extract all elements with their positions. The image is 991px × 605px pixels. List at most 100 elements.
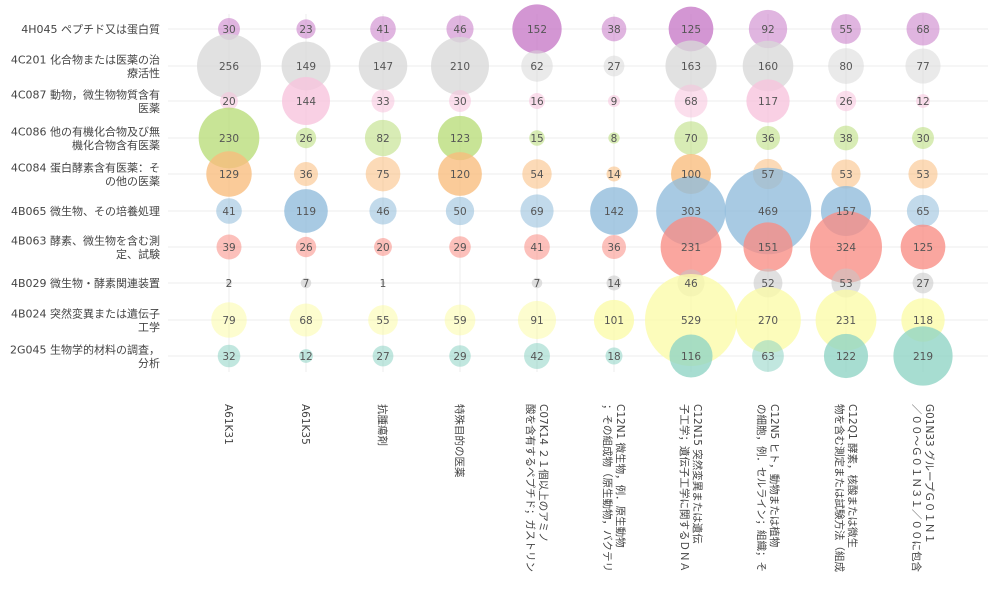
value-label-r4-c0: 129 [219, 169, 239, 181]
value-label-r4-c2: 75 [376, 169, 389, 181]
value-label-r6-c9: 125 [913, 242, 933, 254]
bubble-chart: 3023414615238125925568256149147210622716… [0, 0, 991, 605]
value-label-r3-c1: 26 [299, 133, 313, 145]
value-label-r1-c5: 27 [607, 61, 620, 73]
row-label-2: 4C087 動物，微生物物質含有医薬 [11, 87, 160, 115]
value-label-r5-c0: 41 [222, 206, 235, 218]
value-label-r5-c8: 157 [836, 206, 856, 218]
value-label-r9-c2: 27 [376, 351, 389, 363]
value-label-r9-c0: 32 [222, 351, 235, 363]
value-label-r0-c6: 125 [681, 24, 701, 36]
value-label-r5-c5: 142 [604, 206, 624, 218]
value-label-r1-c9: 77 [916, 61, 929, 73]
value-label-r8-c7: 270 [758, 315, 778, 327]
value-label-r7-c5: 14 [607, 278, 621, 290]
row-label-3: 4C086 他の有機化合物及び無機化合物含有医薬 [11, 124, 160, 152]
value-label-r1-c3: 210 [450, 61, 470, 73]
value-label-r8-c0: 79 [222, 315, 235, 327]
value-label-r6-c0: 39 [222, 242, 235, 254]
value-label-r3-c2: 82 [376, 133, 389, 145]
column-label-7: C12N5 ヒト，動物または植物の細胞，例．セルライン；組織；そ [755, 404, 781, 572]
value-label-r6-c8: 324 [836, 242, 856, 254]
value-label-r1-c1: 149 [296, 61, 316, 73]
value-label-r4-c5: 14 [607, 169, 621, 181]
svg-text:C12N5 ヒト，動物または植物の細胞，例．セルライン；組織: C12N5 ヒト，動物または植物の細胞，例．セルライン；組織；そ [755, 404, 781, 572]
value-label-r5-c4: 69 [530, 206, 543, 218]
row-label-4: 4C084 蛋白酵素含有医薬：その他の医薬 [11, 160, 160, 188]
value-label-r2-c4: 16 [530, 96, 544, 108]
value-label-r0-c0: 30 [222, 24, 235, 36]
value-label-r0-c9: 68 [916, 24, 929, 36]
value-label-r2-c6: 68 [684, 96, 697, 108]
value-label-r0-c5: 38 [607, 24, 620, 36]
svg-text:A61K31: A61K31 [222, 404, 234, 445]
value-label-r1-c2: 147 [373, 61, 393, 73]
value-label-r6-c6: 231 [681, 242, 701, 254]
row-label-9: 2G045 生物学的材料の調査，分析 [10, 342, 160, 370]
value-label-r2-c7: 117 [758, 96, 778, 108]
value-label-r2-c5: 9 [611, 96, 618, 108]
row-label-5: 4B065 微生物、その培養処理 [11, 204, 160, 218]
svg-text:C12N1 微生物，例．原生動物；その組成物（原生動物，バク: C12N1 微生物，例．原生動物；その組成物（原生動物，バクテリ [601, 404, 627, 572]
value-label-r6-c3: 29 [453, 242, 466, 254]
value-label-r8-c9: 118 [913, 315, 933, 327]
svg-text:C12Q1 酵素，核酸または微生物を含む測定または試験方法（: C12Q1 酵素，核酸または微生物を含む測定または試験方法（組成 [833, 404, 859, 572]
value-label-r0-c2: 41 [376, 24, 389, 36]
value-label-r7-c6: 46 [684, 278, 698, 290]
value-label-r7-c2: 1 [380, 278, 387, 290]
row-label-1: 4C201 化合物または医薬の治療活性 [11, 52, 160, 80]
row-label-0: 4H045 ペプチド又は蛋白質 [21, 22, 160, 36]
value-label-r3-c4: 15 [530, 133, 543, 145]
value-label-r0-c3: 46 [453, 24, 467, 36]
value-label-r4-c9: 53 [916, 169, 929, 181]
value-label-r5-c1: 119 [296, 206, 316, 218]
value-label-r0-c1: 23 [299, 24, 312, 36]
row-label-7: 4B029 微生物・酵素関連装置 [11, 276, 160, 290]
value-label-r6-c4: 41 [530, 242, 543, 254]
value-label-r3-c5: 8 [611, 133, 618, 145]
value-label-r1-c4: 62 [530, 61, 543, 73]
value-label-r7-c8: 53 [839, 278, 852, 290]
value-label-r6-c5: 36 [607, 242, 621, 254]
value-label-r6-c7: 151 [758, 242, 778, 254]
column-label-9: G01N33 グループＧ０１Ｎ１／００～Ｇ０１Ｎ３１／００に包含 [910, 404, 936, 572]
value-label-r4-c4: 54 [530, 169, 544, 181]
value-label-r8-c5: 101 [604, 315, 624, 327]
value-label-r7-c1: 7 [303, 278, 310, 290]
value-label-r0-c7: 92 [761, 24, 774, 36]
column-label-0: A61K31 [222, 404, 234, 445]
value-label-r7-c9: 27 [916, 278, 929, 290]
value-label-r5-c3: 50 [453, 206, 466, 218]
value-label-r5-c2: 46 [376, 206, 390, 218]
value-label-r3-c0: 230 [219, 133, 239, 145]
value-label-r2-c3: 30 [453, 96, 466, 108]
value-label-r6-c1: 26 [299, 242, 313, 254]
value-label-r0-c8: 55 [839, 24, 852, 36]
value-label-r4-c7: 57 [761, 169, 774, 181]
row-labels: 4H045 ペプチド又は蛋白質 4C201 化合物または医薬の治療活性 4C087 … [10, 22, 160, 370]
value-label-r1-c6: 163 [681, 61, 701, 73]
value-label-r7-c7: 52 [761, 278, 774, 290]
value-label-r8-c8: 231 [836, 315, 856, 327]
value-label-r8-c4: 91 [530, 315, 543, 327]
value-label-r8-c6: 529 [681, 315, 701, 327]
value-label-r6-c2: 20 [376, 242, 389, 254]
svg-text:G01N33 グループＧ０１Ｎ１／００～Ｇ０１Ｎ３１／００に: G01N33 グループＧ０１Ｎ１／００～Ｇ０１Ｎ３１／００に包含 [910, 404, 936, 572]
value-label-r9-c6: 116 [681, 351, 701, 363]
value-label-r5-c6: 303 [681, 206, 701, 218]
value-label-r4-c8: 53 [839, 169, 852, 181]
value-label-r2-c1: 144 [296, 96, 316, 108]
row-label-8: 4B024 突然変異または遺伝子工学 [11, 306, 160, 334]
value-label-r7-c0: 2 [226, 278, 233, 290]
value-label-r2-c9: 12 [916, 96, 929, 108]
column-label-8: C12Q1 酵素，核酸または微生物を含む測定または試験方法（組成 [833, 404, 859, 572]
column-labels: A61K31A61K35抗腫瘍剤特殊目的の医薬C07K14 ２１個以上のアミノ酸… [222, 404, 936, 572]
value-label-r3-c6: 70 [684, 133, 697, 145]
value-label-r3-c7: 36 [761, 133, 775, 145]
svg-text:特殊目的の医薬: 特殊目的の医薬 [453, 404, 466, 478]
value-label-r8-c2: 55 [376, 315, 389, 327]
row-label-6: 4B063 酵素、微生物を含む測定、試験 [11, 233, 160, 260]
value-label-r5-c9: 65 [916, 206, 929, 218]
column-label-3: 特殊目的の医薬 [453, 404, 466, 478]
value-label-r1-c7: 160 [758, 61, 778, 73]
